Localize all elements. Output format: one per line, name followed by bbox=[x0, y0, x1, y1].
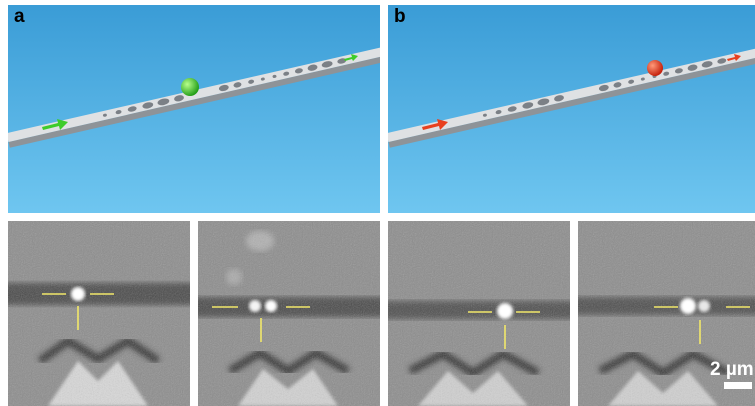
micrograph-part-part bbox=[71, 287, 85, 301]
micrograph-part-part bbox=[198, 221, 380, 406]
micrographs: 2 µm bbox=[0, 221, 755, 406]
panel-label: a bbox=[14, 6, 25, 27]
micrograph bbox=[0, 221, 200, 406]
micrograph-part bbox=[378, 221, 580, 406]
micrograph-part-part bbox=[680, 298, 696, 314]
micrograph-part-part bbox=[249, 300, 261, 312]
micrograph bbox=[188, 221, 390, 406]
panel-b-part bbox=[647, 60, 663, 76]
figure: a b bbox=[0, 0, 755, 406]
micrograph-part bbox=[188, 221, 390, 406]
micrograph-part bbox=[0, 221, 200, 406]
micrograph-part-part bbox=[8, 221, 190, 406]
scale-bar-label: 2 µm bbox=[710, 359, 754, 380]
panel-a-part bbox=[181, 78, 199, 96]
micrograph-part-part bbox=[698, 300, 710, 312]
micrograph-part-part bbox=[497, 303, 513, 319]
panel-b-part bbox=[388, 5, 755, 213]
panel-a bbox=[6, 5, 419, 213]
panel-label: b bbox=[394, 6, 406, 27]
scale-bar bbox=[724, 382, 752, 389]
panel-a-part bbox=[8, 5, 380, 213]
micrograph-part-part bbox=[265, 300, 277, 312]
panel-b bbox=[386, 5, 755, 213]
micrograph-part-part bbox=[388, 221, 570, 406]
micrograph bbox=[378, 221, 580, 406]
